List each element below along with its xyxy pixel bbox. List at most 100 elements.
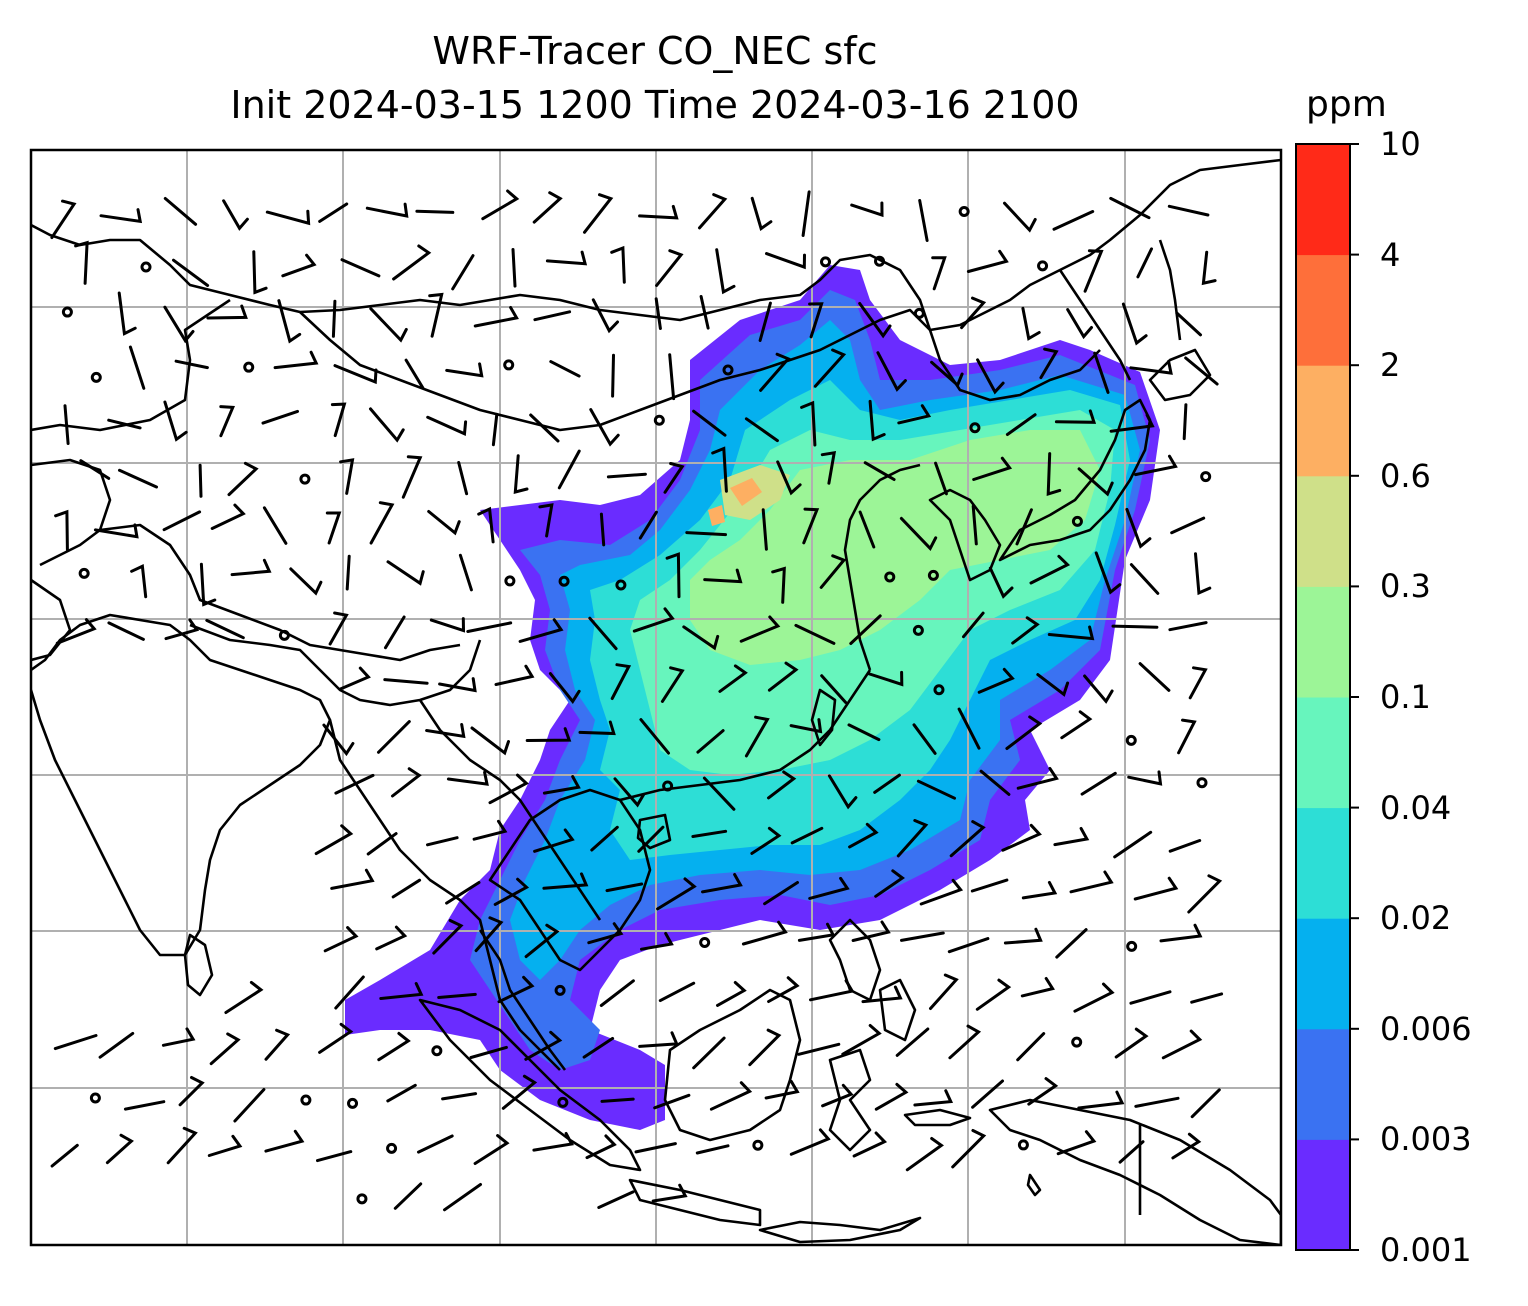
wind-barb — [438, 677, 477, 693]
wind-barb — [1080, 771, 1117, 796]
colorbar-tick-label: 0.6 — [1380, 456, 1431, 495]
wind-barb — [518, 618, 564, 643]
wind-barb — [685, 531, 727, 537]
wind-barb — [163, 305, 195, 344]
wind-barb — [809, 979, 855, 1002]
wind-barb — [1121, 302, 1148, 346]
wind-barb — [50, 199, 77, 240]
wind-barb — [660, 666, 685, 703]
wind-barb — [861, 985, 903, 1004]
colorbar-tick-label: 0.003 — [1380, 1120, 1472, 1159]
wind-barb — [542, 775, 581, 795]
wind-barb — [913, 1089, 954, 1107]
wind-barb — [334, 975, 365, 1010]
wind-barb — [379, 982, 424, 1000]
wind-barb — [199, 562, 217, 607]
wind-barb — [912, 723, 937, 755]
wind-barb — [1182, 403, 1188, 441]
wind-barb — [1134, 1096, 1180, 1108]
wind-barb — [1114, 1027, 1149, 1059]
wind-barb — [919, 878, 964, 906]
wind-barb — [930, 360, 964, 388]
wind-barb — [338, 666, 371, 691]
wind-barb — [873, 773, 901, 794]
wind-barb — [1083, 249, 1104, 293]
wind-barb — [750, 196, 773, 232]
wind-barb — [473, 306, 519, 328]
wind-barb — [532, 1131, 575, 1152]
wind-barb — [821, 1083, 854, 1108]
wind-barb — [1168, 621, 1208, 632]
wind-barb — [682, 625, 720, 651]
wind-barb — [1125, 507, 1152, 549]
wind-barb — [117, 291, 137, 336]
wind-barb — [79, 459, 111, 480]
wind-barb — [1069, 870, 1114, 894]
wind-barb — [759, 352, 791, 392]
calm-wind-marker — [722, 364, 734, 376]
calm-wind-marker — [820, 256, 832, 268]
wind-barb — [98, 1031, 135, 1059]
wind-barb — [1190, 992, 1224, 1004]
wind-barb — [1029, 554, 1071, 585]
wind-barb — [1047, 625, 1095, 641]
wind-barb — [951, 1129, 987, 1169]
colorbar-segment — [1296, 1028, 1350, 1140]
wind-barb — [851, 920, 891, 942]
wind-barb — [1011, 616, 1040, 645]
wind-barb — [1167, 204, 1210, 217]
wind-barb — [488, 773, 529, 805]
wind-barb — [427, 510, 461, 536]
wind-barb — [426, 415, 468, 437]
wind-barb — [634, 1142, 677, 1154]
wind-barb — [474, 916, 504, 953]
wind-barb — [1136, 247, 1153, 279]
wind-barb — [699, 295, 710, 330]
wind-barb — [1113, 830, 1153, 859]
colorbar-segment — [1296, 697, 1350, 809]
wind-barb — [744, 417, 779, 443]
wind-barb — [606, 472, 647, 479]
wind-barb — [874, 869, 905, 898]
wind-barb — [443, 1183, 482, 1212]
wind-barb — [587, 922, 624, 945]
wind-barb — [524, 923, 560, 959]
calm-wind-marker — [140, 261, 152, 273]
wind-barb — [863, 461, 896, 481]
wind-barb — [820, 450, 837, 485]
wind-barb — [330, 402, 347, 438]
wind-barb — [391, 767, 422, 798]
colorbar-tick-label: 0.3 — [1380, 567, 1431, 606]
wind-barb — [161, 1027, 196, 1047]
wind-barb — [971, 1079, 1004, 1109]
wind-barb — [404, 358, 425, 390]
wind-barb — [1052, 210, 1095, 231]
wind-barb — [663, 462, 685, 494]
wind-barb — [281, 253, 317, 278]
wind-barb — [691, 829, 728, 838]
wind-barb — [931, 256, 947, 291]
wind-barb — [899, 516, 938, 551]
calm-wind-marker — [1125, 734, 1137, 746]
wind-barb — [1129, 359, 1173, 375]
colorbar-segment — [1296, 475, 1350, 587]
wind-barb — [702, 776, 736, 811]
wind-barb — [107, 418, 142, 430]
wind-barb — [393, 1182, 423, 1210]
wind-barb — [599, 979, 635, 1007]
wind-barb — [548, 672, 581, 704]
wind-barb — [790, 826, 824, 845]
wind-barb — [386, 560, 425, 586]
wind-barb — [794, 623, 836, 645]
wind-barb — [107, 621, 145, 641]
wind-barb — [334, 773, 375, 795]
wind-barb — [896, 819, 929, 858]
wind-barb — [417, 1134, 454, 1154]
colorbar-tick-label: 10 — [1380, 125, 1421, 163]
wind-barb — [711, 446, 728, 493]
wind-barb — [366, 832, 398, 856]
calm-wind-marker — [299, 473, 311, 485]
wind-barb — [692, 1036, 726, 1070]
map-gridlines — [31, 150, 1281, 1245]
wind-barb — [1073, 982, 1115, 1013]
